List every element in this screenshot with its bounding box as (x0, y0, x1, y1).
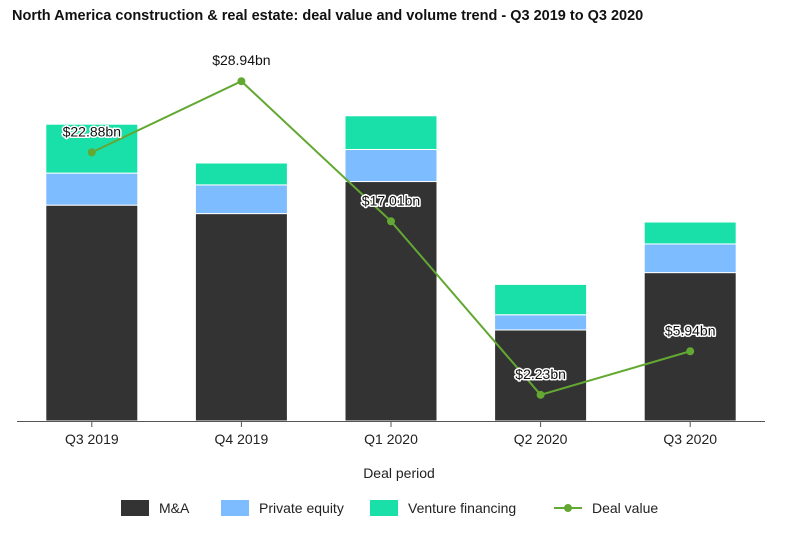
legend-swatch-venture-financing (370, 500, 398, 516)
chart-title: North America construction & real estate… (12, 8, 644, 24)
deal-value-label-q2-2020: $2.23bn (515, 366, 566, 382)
deal-value-point-q3-2019 (87, 148, 96, 157)
deal-value-line-layer: $22.88bn $28.94bn $17.01bn $2.23bn $5.94bn (61, 51, 717, 399)
bar-m-a-q3-2019 (45, 204, 139, 422)
legend-label-private-equity: Private equity (259, 500, 344, 516)
bar-private-equity-q1-2020 (344, 148, 438, 183)
x-tick-label-q3-2020: Q3 2020 (663, 431, 717, 447)
legend-swatch-marker-deal-value (564, 504, 572, 512)
x-tick-label-q1-2020: Q1 2020 (364, 431, 418, 447)
x-axis-title: Deal period (363, 465, 435, 481)
legend: M&A Private equity Venture financing Deal v… (121, 500, 658, 516)
legend-label-m-a: M&A (159, 500, 190, 516)
deal-value-label-q3-2019: $22.88bn (63, 123, 121, 139)
bar-venture-financing-q4-2019 (194, 162, 288, 186)
x-tick-labels: Q3 2019 Q4 2019 Q1 2020 Q2 2020 Q3 2020 (65, 421, 717, 447)
deal-value-point-q3-2020 (686, 347, 695, 356)
deal-value-point-q1-2020 (387, 217, 395, 226)
bar-venture-financing-q3-2020 (643, 221, 737, 245)
bar-private-equity-q3-2019 (45, 172, 139, 206)
legend-label-deal-value: Deal value (592, 500, 658, 516)
x-tick-label-q4-2019: Q4 2019 (215, 431, 269, 447)
bar-m-a-q4-2019 (194, 213, 288, 422)
deal-value-label-q4-2019: $28.94bn (212, 52, 270, 68)
deal-value-label-q1-2020: $17.01bn (362, 192, 420, 208)
bar-private-equity-q2-2020 (494, 314, 588, 331)
deal-value-point-q2-2020 (536, 390, 545, 399)
deal-value-point-q4-2019 (237, 77, 246, 86)
x-tick-label-q2-2020: Q2 2020 (514, 431, 568, 447)
deal-value-label-q3-2020: $5.94bn (665, 322, 716, 338)
x-tick-label-q3-2019: Q3 2019 (65, 431, 119, 447)
bar-private-equity-q3-2020 (643, 243, 737, 274)
bar-m-a-q2-2020 (494, 329, 588, 422)
bars-layer (45, 115, 737, 422)
bar-venture-financing-q1-2020 (344, 115, 438, 150)
legend-label-venture-financing: Venture financing (408, 500, 516, 516)
legend-swatch-m-a (121, 500, 149, 516)
bar-venture-financing-q2-2020 (494, 283, 588, 316)
legend-swatch-private-equity (221, 500, 249, 516)
bar-private-equity-q4-2019 (194, 184, 288, 215)
bar-m-a-q3-2020 (643, 272, 737, 422)
